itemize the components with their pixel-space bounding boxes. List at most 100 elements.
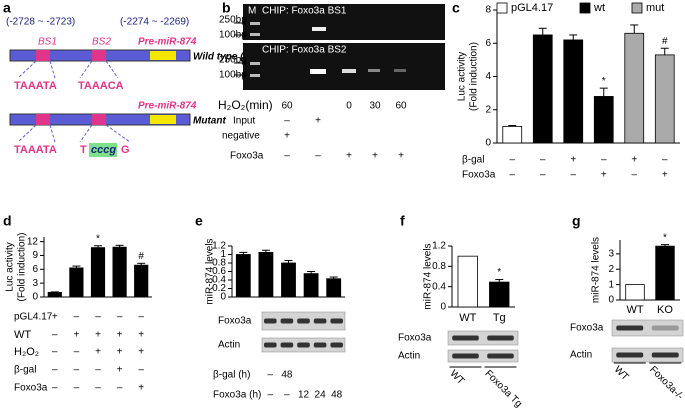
y-tick-label: 4: [485, 71, 491, 82]
row-cell: 30: [369, 101, 381, 112]
gel: [243, 4, 445, 40]
blot: [611, 347, 684, 363]
bar: [532, 34, 553, 144]
bar: [69, 267, 84, 298]
condition-cell: +: [570, 155, 576, 166]
condition-cell: +: [95, 347, 101, 358]
y-axis-label: (Fold induction): [469, 42, 480, 111]
row-cell: +: [398, 151, 404, 162]
condition-cell: +: [138, 330, 144, 341]
y-tick-label: 6: [32, 264, 38, 275]
size-label: 100bp: [219, 30, 247, 41]
condition-cell: –: [509, 170, 515, 181]
size-label: 250bp: [219, 55, 247, 66]
bar: [624, 32, 645, 144]
y-tick-label: 0.6: [212, 266, 226, 277]
precursor-label: Pre-miR-874: [138, 101, 197, 112]
size-label: 250bp: [219, 15, 247, 26]
significance-marker: #: [662, 36, 668, 47]
y-tick-label: 0.4: [212, 275, 226, 286]
condition-label: β-gal: [14, 365, 36, 376]
significance-marker: *: [96, 233, 100, 244]
condition-cell: –: [138, 365, 144, 376]
condition-cell: +: [117, 347, 123, 358]
bar: [655, 245, 675, 301]
band: [250, 22, 260, 25]
condition-cell: +: [73, 330, 79, 341]
band: [368, 69, 380, 72]
y-axis-label: (Fold induction): [17, 233, 28, 302]
blot-band: [651, 352, 679, 358]
blot: [611, 319, 684, 337]
blot-band: [452, 335, 479, 341]
precursor-box: [150, 51, 176, 60]
blot: [447, 349, 519, 363]
panel-label: b: [222, 0, 231, 16]
condition-cell: 24: [315, 390, 327, 401]
legend-label: mut: [646, 2, 664, 14]
x-tick-label: WT: [459, 312, 476, 324]
row-cell: 0: [346, 101, 352, 112]
condition-cell: +: [52, 312, 58, 323]
site-label: BS2: [92, 37, 111, 48]
condition-cell: –: [52, 330, 58, 341]
site-box: [36, 114, 50, 125]
row-cell: +: [284, 131, 290, 142]
condition-cell: –: [74, 312, 80, 323]
error-bar: [495, 279, 504, 283]
bar: [625, 284, 645, 301]
y-tick-label: 2: [485, 104, 491, 115]
error-bar: [239, 251, 248, 255]
condition-cell: –: [95, 312, 101, 323]
error-bar: [72, 265, 81, 268]
condition-cell: +: [117, 330, 123, 341]
condition-label: β-gal (h): [213, 370, 250, 381]
dash-guide: [17, 60, 119, 79]
y-axis-label: miR-874 levels: [205, 238, 216, 304]
condition-cell: –: [570, 170, 576, 181]
y-tick-label: 6: [485, 38, 491, 49]
gel: [243, 43, 445, 90]
blot-band: [263, 342, 277, 348]
y-tick-label: 1.2: [432, 241, 446, 252]
condition-cell: –: [95, 383, 101, 394]
sequence: TAAACA: [78, 80, 124, 92]
bar: [502, 125, 523, 144]
blot-label: Foxo3a: [218, 316, 252, 327]
condition-cell: –: [540, 170, 546, 181]
row-label: Input: [233, 116, 255, 127]
condition-cell: –: [74, 347, 80, 358]
y-tick-label: 9: [32, 250, 38, 261]
legend-swatch: [496, 2, 508, 14]
row-cell: 60: [281, 101, 293, 112]
lane-label: WT: [612, 364, 631, 383]
band: [342, 69, 356, 73]
y-tick-label: 0: [32, 292, 38, 303]
arrow: [242, 20, 247, 78]
condition-cell: +: [138, 347, 144, 358]
blot-band: [280, 342, 294, 348]
legend-swatch: [631, 2, 643, 14]
y-tick-label: 8: [485, 5, 491, 16]
bar: [457, 255, 478, 308]
blot-band: [651, 325, 679, 331]
blot-band: [280, 318, 294, 324]
panel-label: c: [452, 0, 460, 16]
y-tick-label: 0: [440, 302, 446, 313]
position-label: (-2728 ~ -2723): [6, 17, 75, 28]
y-tick-label: 0: [485, 138, 491, 149]
blot-band: [487, 335, 514, 341]
bar: [563, 39, 584, 144]
bar-chart: 0 2 4 6 8 Luc activity (Fold induction) * # pGL4.…: [457, 2, 680, 181]
condition-cell: 48: [331, 390, 343, 401]
blot-band: [313, 318, 327, 324]
gel-title: CHIP: Foxo3a BS2: [262, 45, 347, 56]
y-tick-label: 0.2: [212, 283, 226, 294]
y-axis-label: Luc activity: [5, 242, 16, 291]
panel-label: a: [3, 0, 11, 16]
condition-cell: 12: [298, 390, 310, 401]
condition-cell: +: [138, 383, 144, 394]
sequence: TAAATA: [14, 80, 57, 92]
size-label: 100bp: [219, 70, 247, 81]
